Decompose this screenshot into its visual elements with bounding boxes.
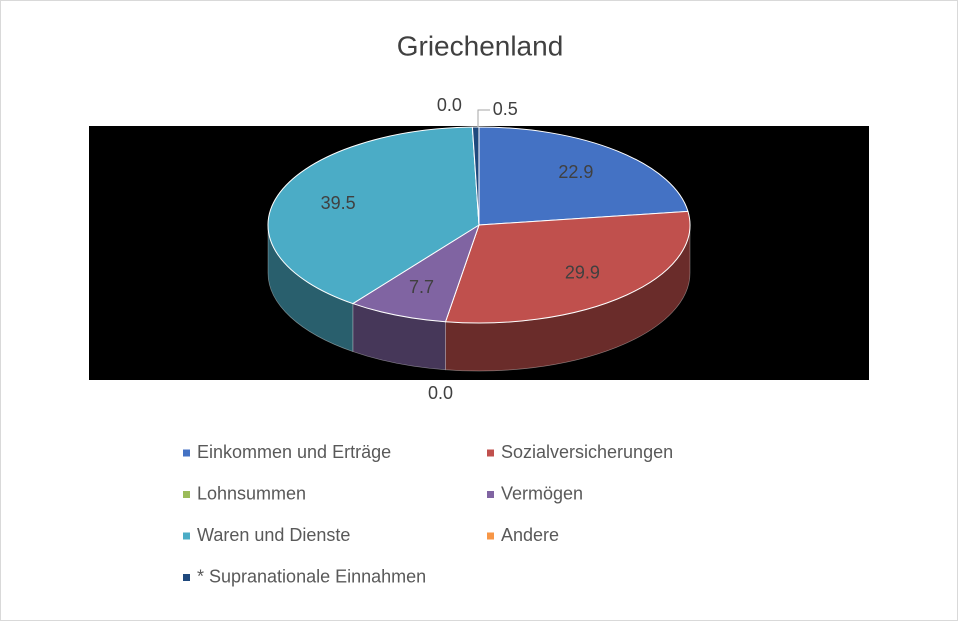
legend-swatch — [183, 574, 190, 581]
legend-label: * Supranationale Einnahmen — [197, 566, 426, 586]
slice — [444, 210, 691, 324]
legend-swatch — [487, 449, 494, 457]
legend-label: Andere — [501, 525, 559, 545]
legend-swatch — [183, 491, 190, 498]
chart-title: Griechenland — [397, 30, 564, 61]
legend-label: Lohnsummen — [197, 483, 306, 503]
legend-swatch — [183, 449, 190, 457]
data-label: 7.7 — [409, 277, 434, 297]
legend-swatch — [487, 491, 494, 498]
data-label: 22.9 — [558, 162, 593, 182]
legend-swatch — [183, 532, 190, 540]
slice — [267, 126, 480, 305]
legend-swatch — [487, 532, 494, 540]
legend-label: Einkommen und Erträge — [197, 442, 391, 462]
slice — [478, 126, 689, 226]
legend-label: Vermögen — [501, 483, 583, 503]
data-label: 0.0 — [428, 383, 453, 403]
slice — [351, 223, 480, 323]
slice — [471, 126, 480, 226]
data-label: 0.0 — [437, 95, 462, 115]
legend-label: Sozialversicherungen — [501, 442, 673, 462]
data-label: 0.5 — [493, 99, 518, 119]
data-label: 29.9 — [565, 263, 600, 283]
legend-label: Waren und Dienste — [197, 525, 350, 545]
data-label: 39.5 — [321, 193, 356, 213]
leader-line — [477, 109, 490, 127]
